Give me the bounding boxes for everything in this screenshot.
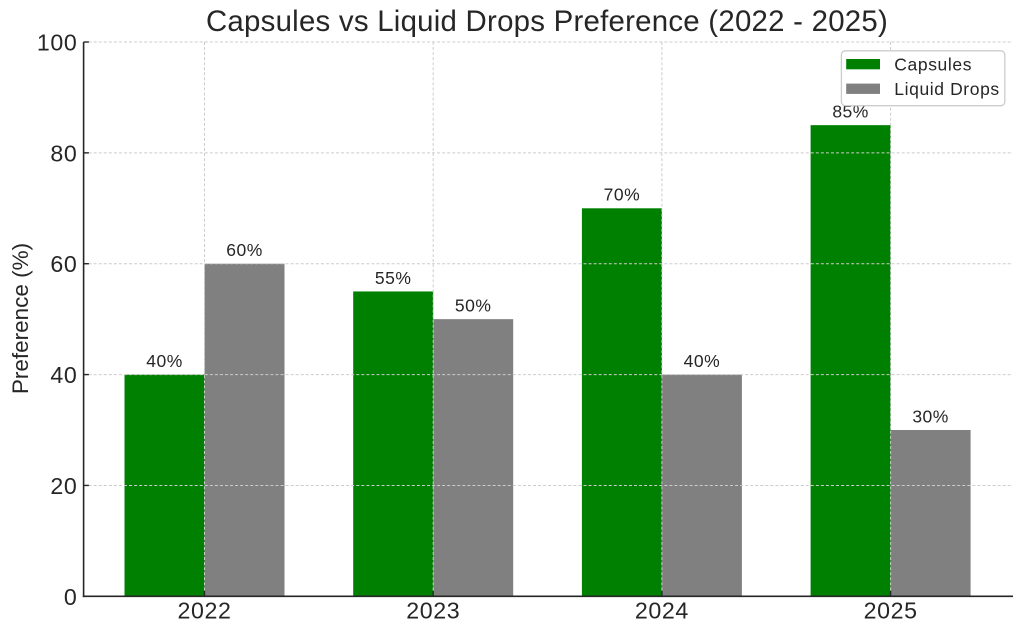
svg-text:2025: 2025 (864, 598, 918, 624)
svg-text:40%: 40% (146, 351, 183, 371)
svg-text:60: 60 (50, 251, 77, 277)
svg-text:Liquid Drops: Liquid Drops (894, 79, 999, 99)
svg-text:40%: 40% (684, 351, 721, 371)
svg-text:55%: 55% (375, 268, 412, 288)
svg-text:20: 20 (50, 473, 77, 499)
svg-text:80: 80 (50, 140, 77, 166)
svg-text:85%: 85% (832, 102, 869, 122)
svg-text:Preference (%): Preference (%) (8, 243, 33, 394)
svg-text:50%: 50% (455, 296, 492, 316)
svg-text:70%: 70% (604, 185, 641, 205)
svg-text:2024: 2024 (635, 598, 689, 624)
svg-text:100: 100 (37, 30, 78, 56)
svg-text:0: 0 (64, 584, 78, 610)
svg-text:Capsules vs Liquid Drops Prefe: Capsules vs Liquid Drops Preference (202… (206, 5, 888, 38)
svg-text:30%: 30% (912, 406, 949, 426)
svg-text:40: 40 (50, 362, 77, 388)
svg-text:2023: 2023 (406, 598, 460, 624)
svg-text:Capsules: Capsules (894, 55, 972, 75)
svg-text:2022: 2022 (178, 598, 232, 624)
svg-text:60%: 60% (226, 240, 263, 260)
